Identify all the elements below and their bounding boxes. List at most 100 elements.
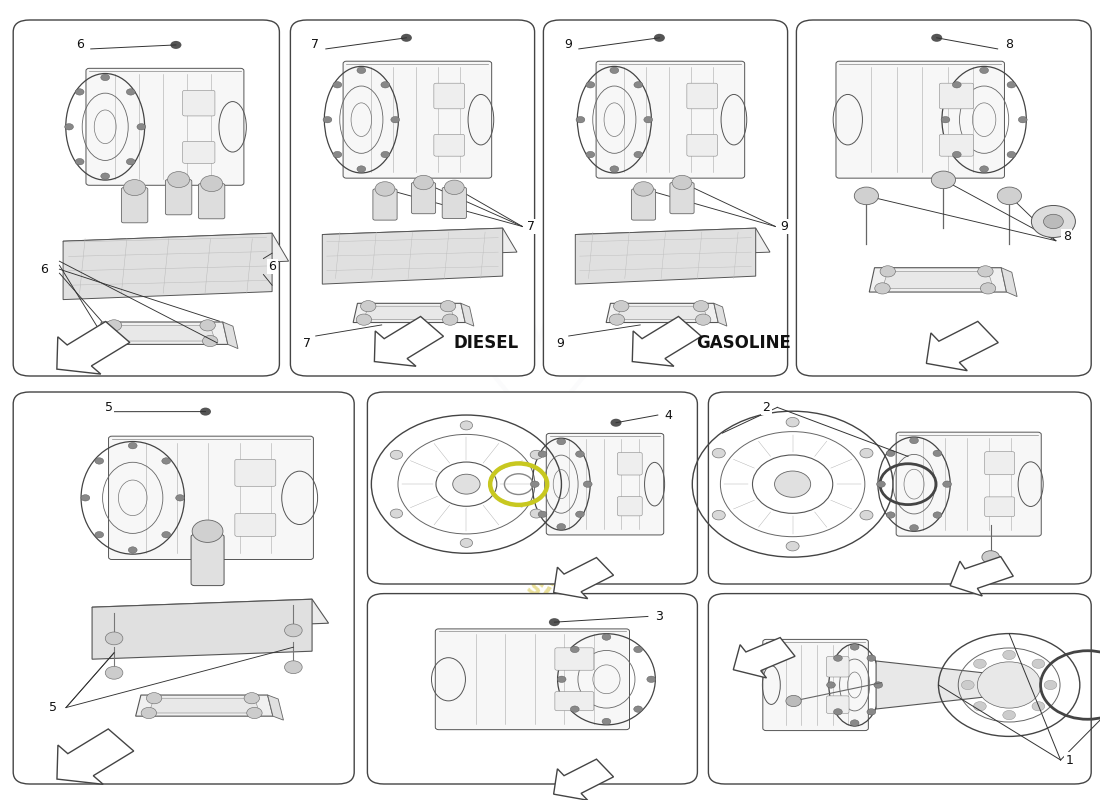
Circle shape: [1003, 650, 1015, 659]
Circle shape: [356, 166, 365, 172]
Text: 9: 9: [556, 338, 564, 350]
Circle shape: [575, 451, 584, 458]
Circle shape: [834, 655, 843, 662]
FancyBboxPatch shape: [631, 189, 656, 220]
Polygon shape: [1001, 268, 1018, 297]
FancyBboxPatch shape: [939, 83, 974, 109]
FancyBboxPatch shape: [617, 453, 642, 475]
FancyBboxPatch shape: [183, 90, 215, 116]
Circle shape: [644, 117, 652, 123]
Text: DIESEL: DIESEL: [453, 334, 518, 352]
Circle shape: [1019, 117, 1027, 123]
FancyBboxPatch shape: [984, 497, 1014, 517]
Circle shape: [440, 301, 455, 312]
Circle shape: [602, 634, 610, 640]
Text: 9: 9: [564, 38, 572, 51]
FancyBboxPatch shape: [826, 657, 849, 677]
Circle shape: [107, 320, 122, 331]
FancyBboxPatch shape: [411, 182, 436, 214]
Circle shape: [444, 180, 464, 194]
FancyBboxPatch shape: [708, 594, 1091, 784]
Circle shape: [695, 314, 711, 326]
Circle shape: [634, 706, 642, 712]
Circle shape: [530, 450, 542, 459]
Circle shape: [980, 67, 989, 74]
Circle shape: [202, 335, 218, 346]
FancyBboxPatch shape: [373, 189, 397, 220]
Circle shape: [530, 481, 539, 487]
Circle shape: [977, 662, 1041, 708]
FancyBboxPatch shape: [13, 20, 279, 376]
FancyBboxPatch shape: [165, 179, 191, 214]
Polygon shape: [553, 759, 614, 800]
FancyBboxPatch shape: [939, 134, 974, 156]
Circle shape: [712, 510, 725, 520]
Circle shape: [933, 450, 942, 457]
Polygon shape: [575, 228, 756, 284]
Circle shape: [538, 511, 547, 518]
Circle shape: [442, 314, 458, 326]
FancyBboxPatch shape: [290, 20, 535, 376]
Circle shape: [101, 74, 110, 81]
Polygon shape: [322, 228, 517, 258]
Circle shape: [932, 34, 943, 42]
Polygon shape: [92, 599, 329, 631]
Circle shape: [146, 693, 162, 704]
Circle shape: [571, 706, 580, 712]
Circle shape: [123, 179, 145, 195]
Circle shape: [653, 34, 664, 42]
Circle shape: [867, 655, 876, 662]
Polygon shape: [135, 695, 273, 716]
Circle shape: [95, 458, 103, 464]
Circle shape: [576, 117, 585, 123]
Text: 8: 8: [1004, 38, 1013, 51]
Circle shape: [850, 644, 859, 650]
Circle shape: [557, 523, 565, 530]
Circle shape: [285, 624, 303, 637]
Circle shape: [602, 718, 610, 725]
FancyBboxPatch shape: [796, 20, 1091, 376]
Circle shape: [672, 175, 692, 190]
Circle shape: [453, 474, 480, 494]
Circle shape: [998, 187, 1022, 205]
Circle shape: [390, 117, 399, 123]
Polygon shape: [109, 326, 216, 341]
Circle shape: [982, 550, 1000, 563]
Circle shape: [785, 695, 801, 706]
Circle shape: [953, 82, 961, 88]
Circle shape: [356, 67, 365, 74]
FancyBboxPatch shape: [433, 134, 464, 156]
Circle shape: [530, 509, 542, 518]
FancyBboxPatch shape: [436, 629, 629, 730]
Circle shape: [557, 438, 565, 445]
Polygon shape: [374, 317, 443, 366]
Circle shape: [961, 680, 975, 690]
Circle shape: [693, 301, 708, 312]
Circle shape: [974, 702, 987, 711]
Circle shape: [586, 151, 595, 158]
FancyBboxPatch shape: [121, 187, 147, 222]
Text: 5: 5: [48, 701, 57, 714]
Circle shape: [575, 511, 584, 518]
Polygon shape: [223, 322, 238, 349]
Polygon shape: [57, 322, 130, 374]
Circle shape: [246, 707, 262, 718]
FancyBboxPatch shape: [198, 184, 224, 219]
Text: 1: 1: [1066, 754, 1074, 766]
Circle shape: [101, 335, 117, 346]
Circle shape: [126, 158, 135, 165]
Circle shape: [609, 166, 618, 172]
Circle shape: [75, 89, 84, 95]
Circle shape: [932, 171, 956, 189]
Circle shape: [333, 151, 342, 158]
FancyBboxPatch shape: [554, 691, 594, 710]
FancyBboxPatch shape: [442, 187, 466, 218]
Circle shape: [162, 458, 170, 464]
Polygon shape: [148, 698, 260, 713]
Polygon shape: [882, 271, 993, 288]
Circle shape: [634, 182, 653, 196]
Circle shape: [1044, 680, 1057, 690]
FancyBboxPatch shape: [686, 134, 717, 156]
Circle shape: [333, 82, 342, 88]
Circle shape: [614, 301, 629, 312]
